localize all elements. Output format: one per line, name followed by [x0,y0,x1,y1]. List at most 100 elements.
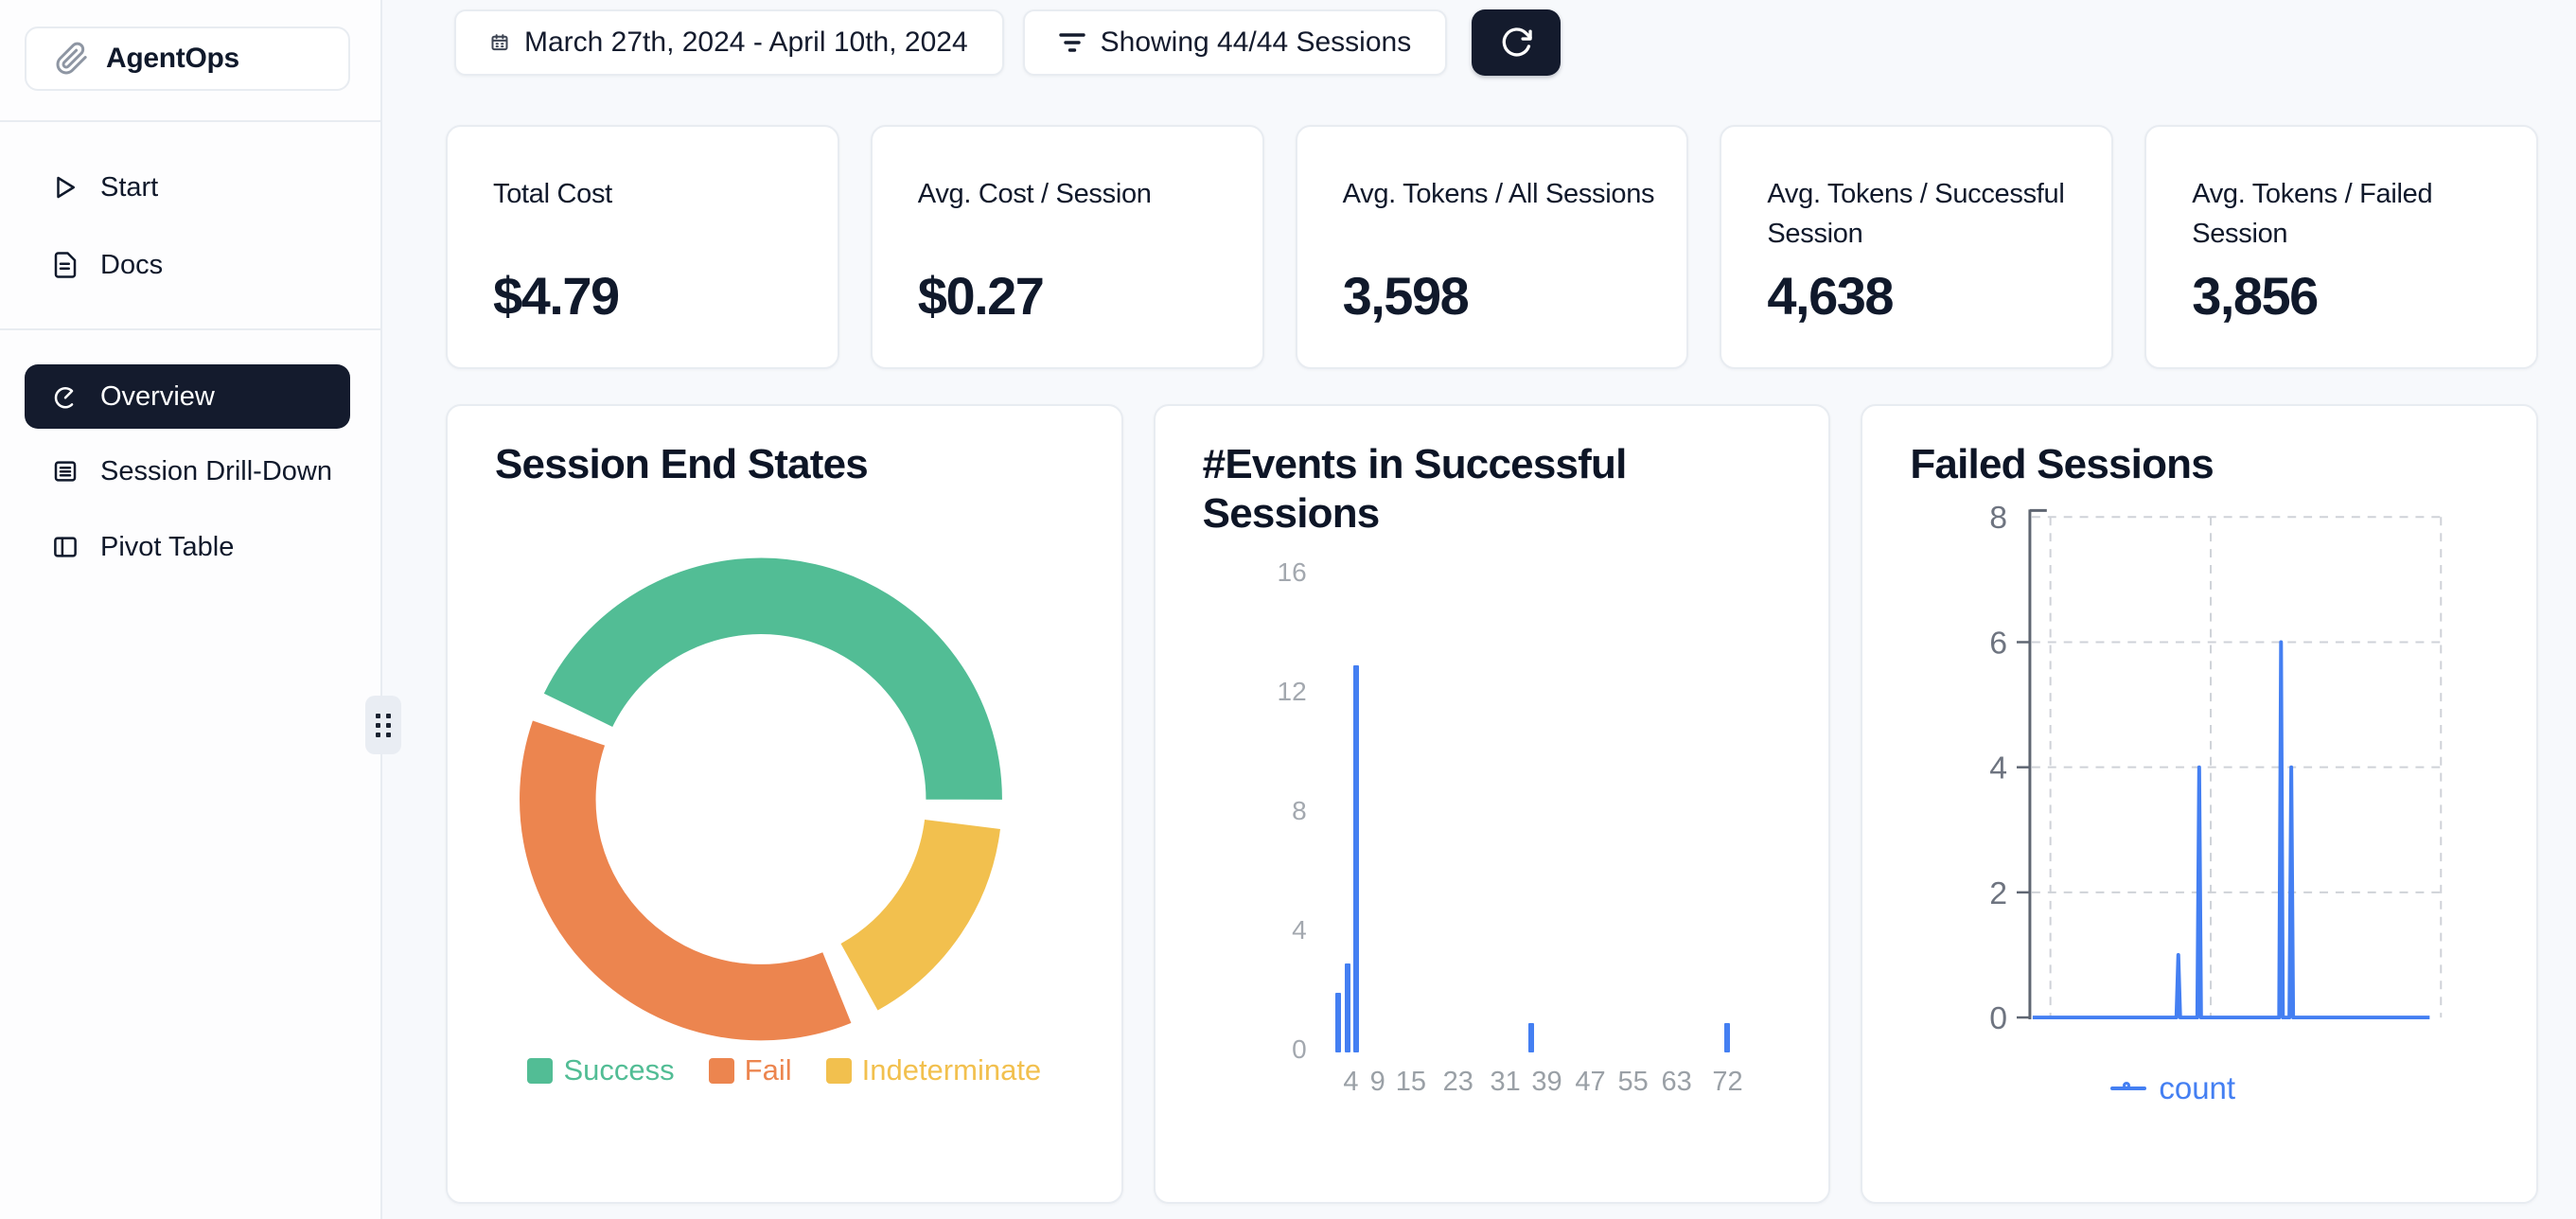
sidebar-item-label: Overview [100,380,215,412]
legend-label: Fail [744,1053,792,1086]
sessions-filter-button[interactable]: Showing 44/44 Sessions [1022,9,1448,76]
line-legend-count[interactable]: count [2110,1070,2235,1106]
y-tick-label: 0 [1990,1000,2008,1036]
x-tick-label: 23 [1442,1067,1473,1097]
chart-title: #Events in Successful Sessions [1202,441,1628,537]
stat-value: 3,598 [1342,266,1470,326]
y-tick-label: 16 [1277,557,1307,587]
y-tick-label: 8 [1990,500,2008,536]
x-tick-label: 55 [1617,1067,1649,1097]
donut-segment-success[interactable] [543,557,1002,801]
stat-card-total-cost: Total Cost $4.79 [446,125,839,369]
stats-row: Total Cost $4.79 Avg. Cost / Session $0.… [446,125,2538,369]
count-line-series[interactable] [2033,640,2430,1020]
sidebar-item-docs[interactable]: Docs [25,237,350,293]
legend-item-success[interactable]: Success [527,1053,675,1087]
divider [0,328,382,330]
stat-label: Total Cost [493,179,612,209]
stat-label: Avg. Tokens / All Sessions [1342,179,1655,209]
divider [0,120,382,122]
filter-icon [1058,33,1085,52]
stat-value: 3,856 [2192,266,2319,326]
chart-failed-sessions: Failed Sessions 0 2 4 6 8 count [1861,404,2539,1204]
x-tick-label: 9 [1369,1067,1385,1097]
legend-swatch [708,1057,734,1084]
bar[interactable] [1723,1022,1730,1052]
y-tick-label: 6 [1990,625,2008,661]
main-content: March 27th, 2024 - April 10th, 2024 Show… [384,0,2576,1219]
donut-segment-indeterminate[interactable] [839,819,1000,1011]
stat-card-avg-cost-session: Avg. Cost / Session $0.27 [870,125,1264,369]
legend-item-indeterminate[interactable]: Indeterminate [825,1053,1042,1087]
donut-legend: Success Fail Indeterminate [448,1053,1121,1087]
sidebar-item-label: Docs [100,249,164,280]
chart-title: Session End States [495,441,869,487]
stat-value: $0.27 [917,266,1045,326]
date-range-label: March 27th, 2024 - April 10th, 2024 [524,26,968,58]
x-tick-label: 31 [1490,1067,1521,1097]
paperclip-logo-icon [56,42,87,75]
sidebar-item-label: Session Drill-Down [100,455,332,486]
line-legend-marker-icon [2110,1082,2147,1090]
y-tick-label: 4 [1990,751,2008,786]
sidebar-item-session-drill-down[interactable]: Session Drill-Down [25,443,350,500]
bar[interactable] [1528,1022,1535,1052]
stat-card-avg-tokens-failed: Avg. Tokens / Failed Session 3,856 [2144,125,2538,369]
x-tick-label: 39 [1531,1067,1562,1097]
y-tick-label: 0 [1292,1034,1307,1064]
chart-title: Failed Sessions [1910,441,2214,487]
legend-swatch [825,1057,852,1084]
refresh-icon [1502,27,1532,57]
stat-value: 4,638 [1767,266,1894,326]
refresh-button[interactable] [1472,9,1561,76]
x-tick-label: 47 [1575,1067,1606,1097]
stat-label: Avg. Tokens / Failed Session [2192,179,2433,249]
document-lines-icon [54,461,77,482]
x-tick-label: 63 [1661,1067,1692,1097]
chart-session-end-states: Session End States Success Fail Indeterm… [446,404,1123,1204]
toolbar: March 27th, 2024 - April 10th, 2024 Show… [454,9,2538,76]
date-range-button[interactable]: March 27th, 2024 - April 10th, 2024 [454,9,1004,76]
calendar-icon [491,34,508,51]
x-tick-label: 72 [1712,1067,1743,1097]
line-chart: 0 2 4 6 8 [1990,500,2443,1036]
docs-icon [54,252,77,278]
y-tick-label: 2 [1990,875,2008,911]
legend-label: count [2159,1070,2236,1105]
sidebar-item-label: Pivot Table [100,531,235,562]
y-tick-label: 4 [1292,915,1307,945]
x-tick-label: 15 [1395,1067,1426,1097]
charts-row: Session End States Success Fail Indeterm… [446,404,2539,1204]
sessions-filter-label: Showing 44/44 Sessions [1100,26,1412,58]
sidebar-item-label: Start [100,171,159,203]
y-tick-label: 12 [1277,677,1307,706]
gauge-icon [54,387,74,409]
panel-left-icon [54,537,77,557]
stat-value: $4.79 [493,266,620,326]
grip-dots-icon [376,714,391,737]
logo[interactable]: AgentOps [25,26,350,91]
x-tick-label: 4 [1343,1067,1359,1097]
sidebar-item-overview[interactable]: Overview [25,364,350,429]
stat-label: Avg. Cost / Session [917,179,1152,209]
panel-resize-handle[interactable] [365,696,401,754]
bar[interactable] [1335,993,1342,1052]
stat-card-avg-tokens-successful: Avg. Tokens / Successful Session 4,638 [1720,125,2114,369]
sidebar: AgentOps Start Docs Overview Session Dri… [0,0,382,1219]
legend-swatch [527,1057,554,1084]
donut-segment-fail[interactable] [520,720,852,1041]
stat-card-avg-tokens-all: Avg. Tokens / All Sessions 3,598 [1295,125,1689,369]
sidebar-item-pivot-table[interactable]: Pivot Table [25,519,350,575]
app-title: AgentOps [106,43,239,74]
bar[interactable] [1352,664,1359,1052]
legend-label: Indeterminate [861,1053,1042,1086]
bar-chart: 16 12 8 4 0 4 9 15 23 31 39 47 55 63 72 [1156,406,1829,1202]
y-tick-label: 8 [1292,796,1307,825]
bar[interactable] [1345,963,1351,1052]
legend-item-fail[interactable]: Fail [708,1053,792,1087]
sidebar-item-start[interactable]: Start [25,159,350,216]
donut-chart [520,557,1002,1041]
play-icon [57,176,75,199]
legend-label: Success [563,1053,675,1086]
chart-events-in-successful-sessions: #Events in Successful Sessions 16 12 8 4 0 4 9… [1153,404,1831,1204]
